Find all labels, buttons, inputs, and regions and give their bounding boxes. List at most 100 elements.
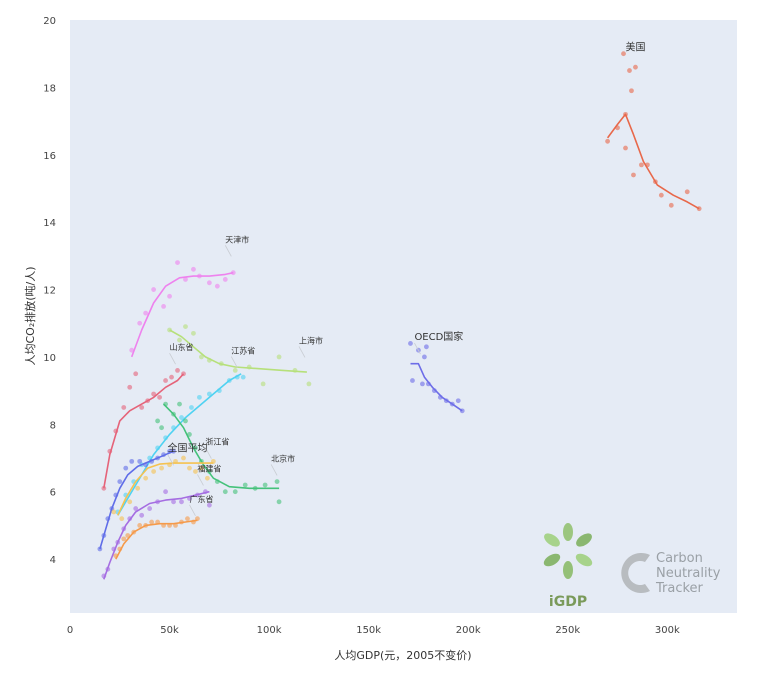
y-tick-label: 6 (50, 488, 56, 499)
data-point (149, 519, 155, 525)
series-group (605, 51, 702, 212)
x-axis-title: 人均GDP(元，2005不变价) (334, 648, 471, 662)
data-point (232, 368, 238, 373)
annotation-leader-line (189, 504, 196, 517)
data-point (204, 475, 210, 481)
data-point (177, 401, 182, 407)
series-annotation: 浙江省 (205, 437, 229, 447)
annotation-leader-line (169, 353, 176, 365)
data-point (159, 465, 164, 471)
data-point (206, 502, 212, 508)
series-annotation: 福建省 (197, 463, 221, 473)
data-point (151, 287, 157, 292)
series-annotation: 天津市 (225, 234, 249, 244)
data-point (623, 145, 628, 151)
data-point (191, 266, 196, 272)
data-point (143, 310, 149, 316)
data-point (111, 509, 117, 515)
data-point (163, 378, 168, 383)
series-annotation: 美国 (626, 40, 646, 53)
data-point (135, 485, 141, 491)
data-point (222, 489, 228, 495)
data-point (151, 391, 157, 397)
series-trend-line (103, 490, 210, 580)
igdp-logo-text: iGDP (549, 594, 587, 610)
data-point (161, 303, 166, 309)
data-point (139, 405, 145, 410)
series-annotation: 江苏省 (231, 346, 255, 356)
data-point (274, 479, 280, 484)
series-group (167, 324, 312, 387)
data-point (633, 64, 638, 70)
data-point (121, 405, 127, 410)
x-axis-ticks: 0 50k 100k 150k 200k 250k 300k (67, 625, 680, 636)
data-point (183, 277, 188, 282)
data-point (127, 384, 133, 390)
series-trend-line (99, 450, 174, 550)
data-point (214, 283, 220, 289)
data-point (147, 506, 153, 511)
data-point (232, 489, 238, 495)
series-group (111, 455, 216, 522)
data-point (455, 398, 461, 404)
series-annotation: OECD国家 (414, 330, 463, 343)
data-point (621, 51, 626, 57)
series-group (101, 489, 212, 580)
series-group (101, 368, 186, 491)
y-tick-label: 12 (43, 286, 56, 297)
data-point (179, 499, 184, 505)
series-trend-line (115, 519, 198, 560)
series-trend-line (163, 403, 280, 490)
x-tick-label: 100k (257, 625, 282, 636)
series-group (155, 401, 282, 505)
x-tick-label: 300k (655, 625, 680, 636)
data-point (171, 499, 176, 505)
annotation-leader-line (414, 342, 421, 355)
data-point (159, 425, 164, 431)
data-point (639, 162, 644, 168)
data-point (193, 469, 198, 474)
data-point (629, 88, 634, 94)
y-tick-label: 16 (43, 151, 56, 162)
series-trend-line (410, 362, 463, 412)
data-point (605, 138, 610, 144)
series-annotation: 上海市 (299, 335, 323, 345)
data-point (151, 469, 157, 474)
data-point (137, 320, 143, 326)
data-point (189, 405, 194, 410)
x-tick-label: 0 (67, 625, 73, 636)
data-point (410, 378, 415, 383)
y-tick-label: 4 (50, 555, 56, 566)
annotation-leader-line (298, 346, 306, 358)
data-point (627, 68, 632, 73)
data-point (155, 418, 161, 424)
data-point (175, 260, 180, 265)
data-point (181, 455, 186, 461)
plot-background (70, 20, 737, 613)
igdp-logo: iGDP (543, 523, 593, 610)
data-point (117, 479, 123, 484)
data-point (177, 337, 182, 343)
data-point (420, 381, 425, 387)
series-annotation: 广东省 (189, 494, 213, 504)
cnt-logo-line2: Neutrality (656, 566, 721, 581)
data-point (167, 293, 172, 299)
data-point (262, 482, 268, 488)
data-point (183, 418, 188, 424)
y-axis-ticks: 4 6 8 10 12 14 16 18 20 (43, 16, 56, 566)
data-point (306, 381, 312, 387)
data-point (119, 516, 125, 522)
cnt-logo-line1: Carbon (656, 551, 703, 566)
data-point (631, 172, 636, 178)
cnt-c-icon (621, 553, 650, 593)
series-annotation: 北京市 (271, 453, 295, 463)
cnt-logo-line3: Tracker (655, 581, 704, 596)
x-tick-label: 150k (356, 625, 381, 636)
data-point (185, 516, 190, 522)
y-tick-label: 10 (43, 353, 56, 364)
y-tick-label: 18 (43, 83, 56, 94)
data-point (163, 489, 168, 495)
data-point (260, 381, 266, 387)
